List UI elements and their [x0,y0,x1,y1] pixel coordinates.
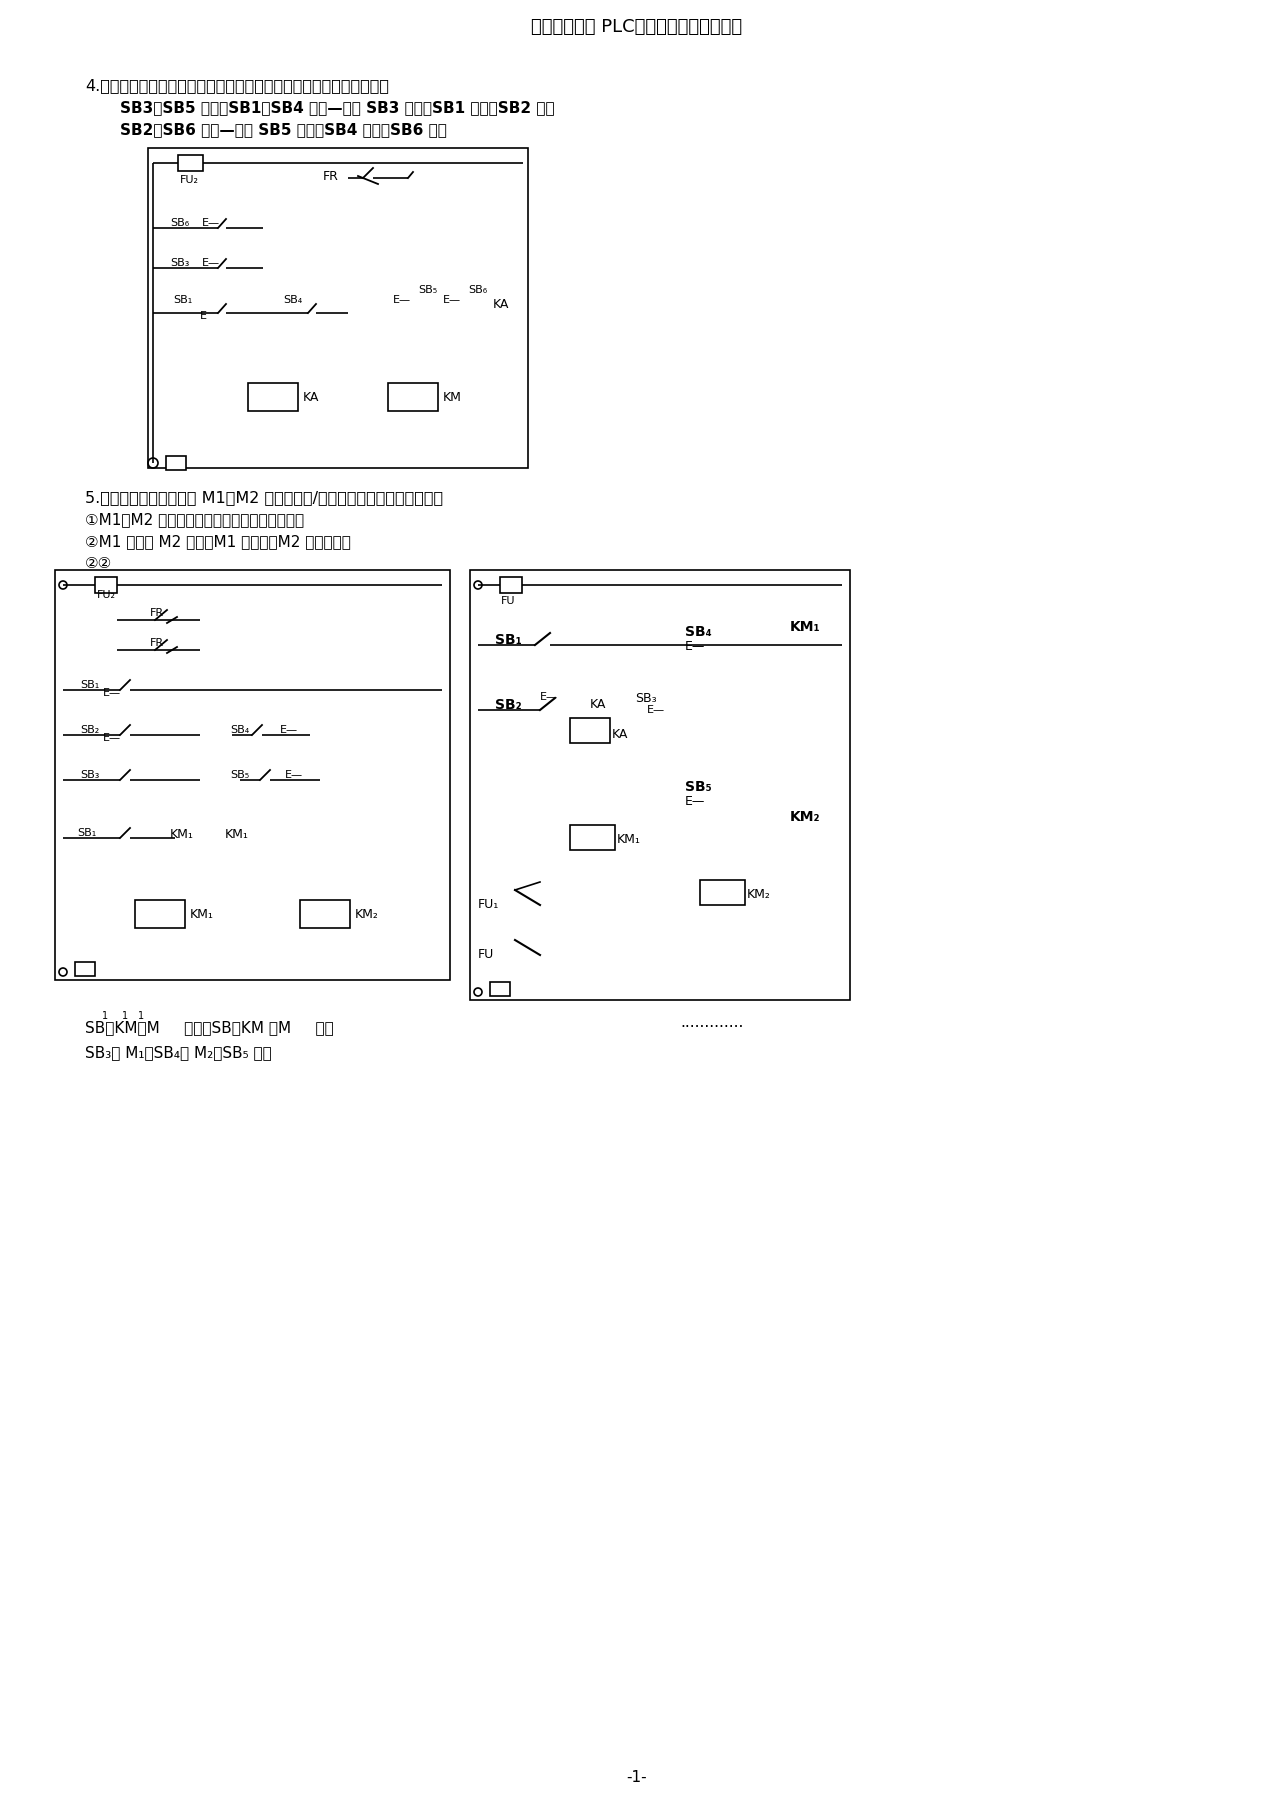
Text: SB₅: SB₅ [418,285,437,296]
Text: SB₃: SB₃ [634,693,656,705]
Text: 5.试设计两台笼型电动机 M1、M2 的次序起动/停止的控制电路，要求如下：: 5.试设计两台笼型电动机 M1、M2 的次序起动/停止的控制电路，要求如下： [85,491,443,505]
Text: SB、KM、M     启动，SB、KM 、M     启动: SB、KM、M 启动，SB、KM 、M 启动 [85,1019,334,1035]
Text: FU₂: FU₂ [180,175,199,186]
Text: E—: E— [647,705,665,714]
Bar [389,382,438,411]
Text: SB₄: SB₄ [685,624,712,639]
Text: SB₅: SB₅ [685,779,712,794]
Text: SB₁: SB₁ [173,296,192,305]
Text: SB3、SB5 点动；SB1、SB4 长动—处为 SB3 点动、SB1 长动、SB2 停止: SB3、SB5 点动；SB1、SB4 长动—处为 SB3 点动、SB1 长动、S… [120,99,554,115]
Text: SB₂: SB₂ [80,725,99,734]
Bar [569,824,615,850]
Text: E—: E— [103,732,121,743]
Bar [299,900,350,927]
Text: KA: KA [612,729,628,741]
Text: FR: FR [324,170,339,182]
Text: E—: E— [280,725,298,734]
Bar [470,570,850,999]
Bar [699,880,745,906]
Text: ①M1、M2 能顺序启动，并能同时或分别停止。: ①M1、M2 能顺序启动，并能同时或分别停止。 [85,512,304,527]
Text: KM₁: KM₁ [790,621,820,633]
Text: ②M1 启动后 M2 启动，M1 可点动，M2 独自停止。: ②M1 启动后 M2 启动，M1 可点动，M2 独自停止。 [85,534,350,548]
Text: SB₃停 M₁，SB₄停 M₂，SB₅ 总停: SB₃停 M₁，SB₄停 M₂，SB₅ 总停 [85,1045,271,1061]
Text: SB₁: SB₁ [76,828,97,839]
Text: FU: FU [478,947,494,962]
Text: KM₁: KM₁ [190,907,214,922]
Text: KM₂: KM₂ [355,907,378,922]
Bar [135,900,185,927]
Text: 1: 1 [102,1010,108,1021]
Text: SB₁: SB₁ [496,633,522,648]
Text: 1: 1 [122,1010,129,1021]
Bar [55,570,450,980]
Bar [499,577,522,594]
Text: KA: KA [590,698,606,711]
Text: E—: E— [203,218,220,227]
Text: KM₂: KM₂ [747,888,771,900]
Text: KA: KA [493,298,510,310]
Text: E: E [200,310,206,321]
Bar [569,718,610,743]
Text: SB₃: SB₃ [80,770,99,779]
Text: KM₂: KM₂ [790,810,820,824]
Text: FU₁: FU₁ [478,898,499,911]
Text: KA: KA [303,391,320,404]
Text: KM₁: KM₁ [617,833,641,846]
Text: E—: E— [103,687,121,698]
Text: -1-: -1- [627,1770,647,1784]
Text: SB₄: SB₄ [283,296,302,305]
Text: E—: E— [685,796,706,808]
Text: E—: E— [540,693,558,702]
Text: FR: FR [150,639,164,648]
Bar [490,981,510,996]
Text: SB₃: SB₃ [169,258,190,269]
Text: SB₅: SB₅ [231,770,250,779]
Bar [75,962,96,976]
Text: FR: FR [150,608,164,619]
Text: FU: FU [501,595,516,606]
Text: KM₁: KM₁ [169,828,194,841]
Bar [166,456,186,471]
Text: 1: 1 [138,1010,144,1021]
Text: SB₆: SB₆ [169,218,189,227]
Bar [148,148,527,467]
Text: E—: E— [443,296,461,305]
Text: SB2、SB6 停止—处为 SB5 点动、SB4 长动、SB6 停止: SB2、SB6 停止—处为 SB5 点动、SB4 长动、SB6 停止 [120,123,447,137]
Text: SB₂: SB₂ [496,698,521,713]
Text: 【电气控刻与 PLC】习题、测试题及答案: 【电气控刻与 PLC】习题、测试题及答案 [531,18,743,36]
Bar [248,382,298,411]
Text: FU₂: FU₂ [97,590,116,601]
Text: KM₁: KM₁ [225,828,248,841]
Text: 4.试设计可进行两处操作，对一台电动机实现长动和点动的控制电路。: 4.试设计可进行两处操作，对一台电动机实现长动和点动的控制电路。 [85,78,389,94]
Text: E—: E— [392,296,412,305]
Text: ·············: ············· [680,1019,743,1035]
Text: E—: E— [685,640,706,653]
Text: SB₁: SB₁ [80,680,99,689]
Bar [178,155,203,171]
Text: SB₆: SB₆ [468,285,487,296]
Text: E—: E— [203,258,220,269]
Text: E—: E— [285,770,303,779]
Text: SB₄: SB₄ [231,725,250,734]
Text: ②②: ②② [85,556,112,572]
Bar [96,577,117,594]
Text: KM: KM [443,391,462,404]
